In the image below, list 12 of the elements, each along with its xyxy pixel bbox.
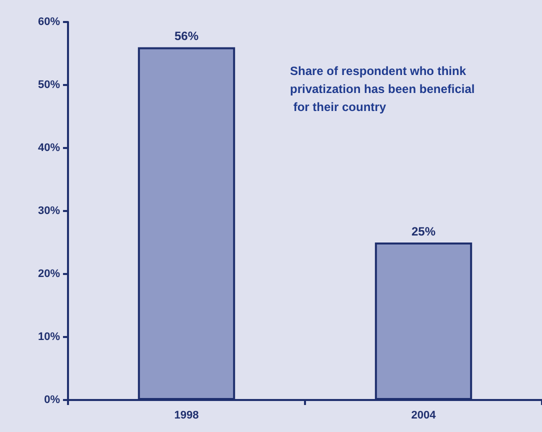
data-label: 25% [411,224,436,238]
y-tick-label: 20% [38,268,60,280]
y-tick-label: 40% [38,142,60,154]
y-tick-label: 60% [38,16,60,28]
annotation: Share of respondent who think privatization has been beneficial for their country [290,64,475,114]
y-tick-label: 10% [38,331,60,343]
x-tick-label: 2004 [411,410,437,422]
x-tick-label: 1998 [174,410,199,422]
y-tick-label: 0% [44,394,60,406]
y-tick-label: 50% [38,79,60,91]
y-tick-label: 30% [38,205,60,217]
data-label: 56% [174,29,199,44]
